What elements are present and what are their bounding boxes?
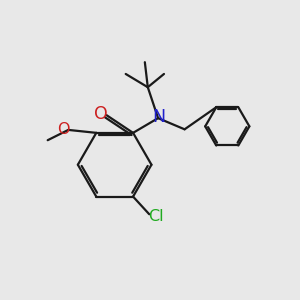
Text: N: N — [152, 108, 166, 126]
Text: O: O — [57, 122, 70, 136]
Text: O: O — [94, 105, 108, 123]
Text: Cl: Cl — [148, 209, 164, 224]
